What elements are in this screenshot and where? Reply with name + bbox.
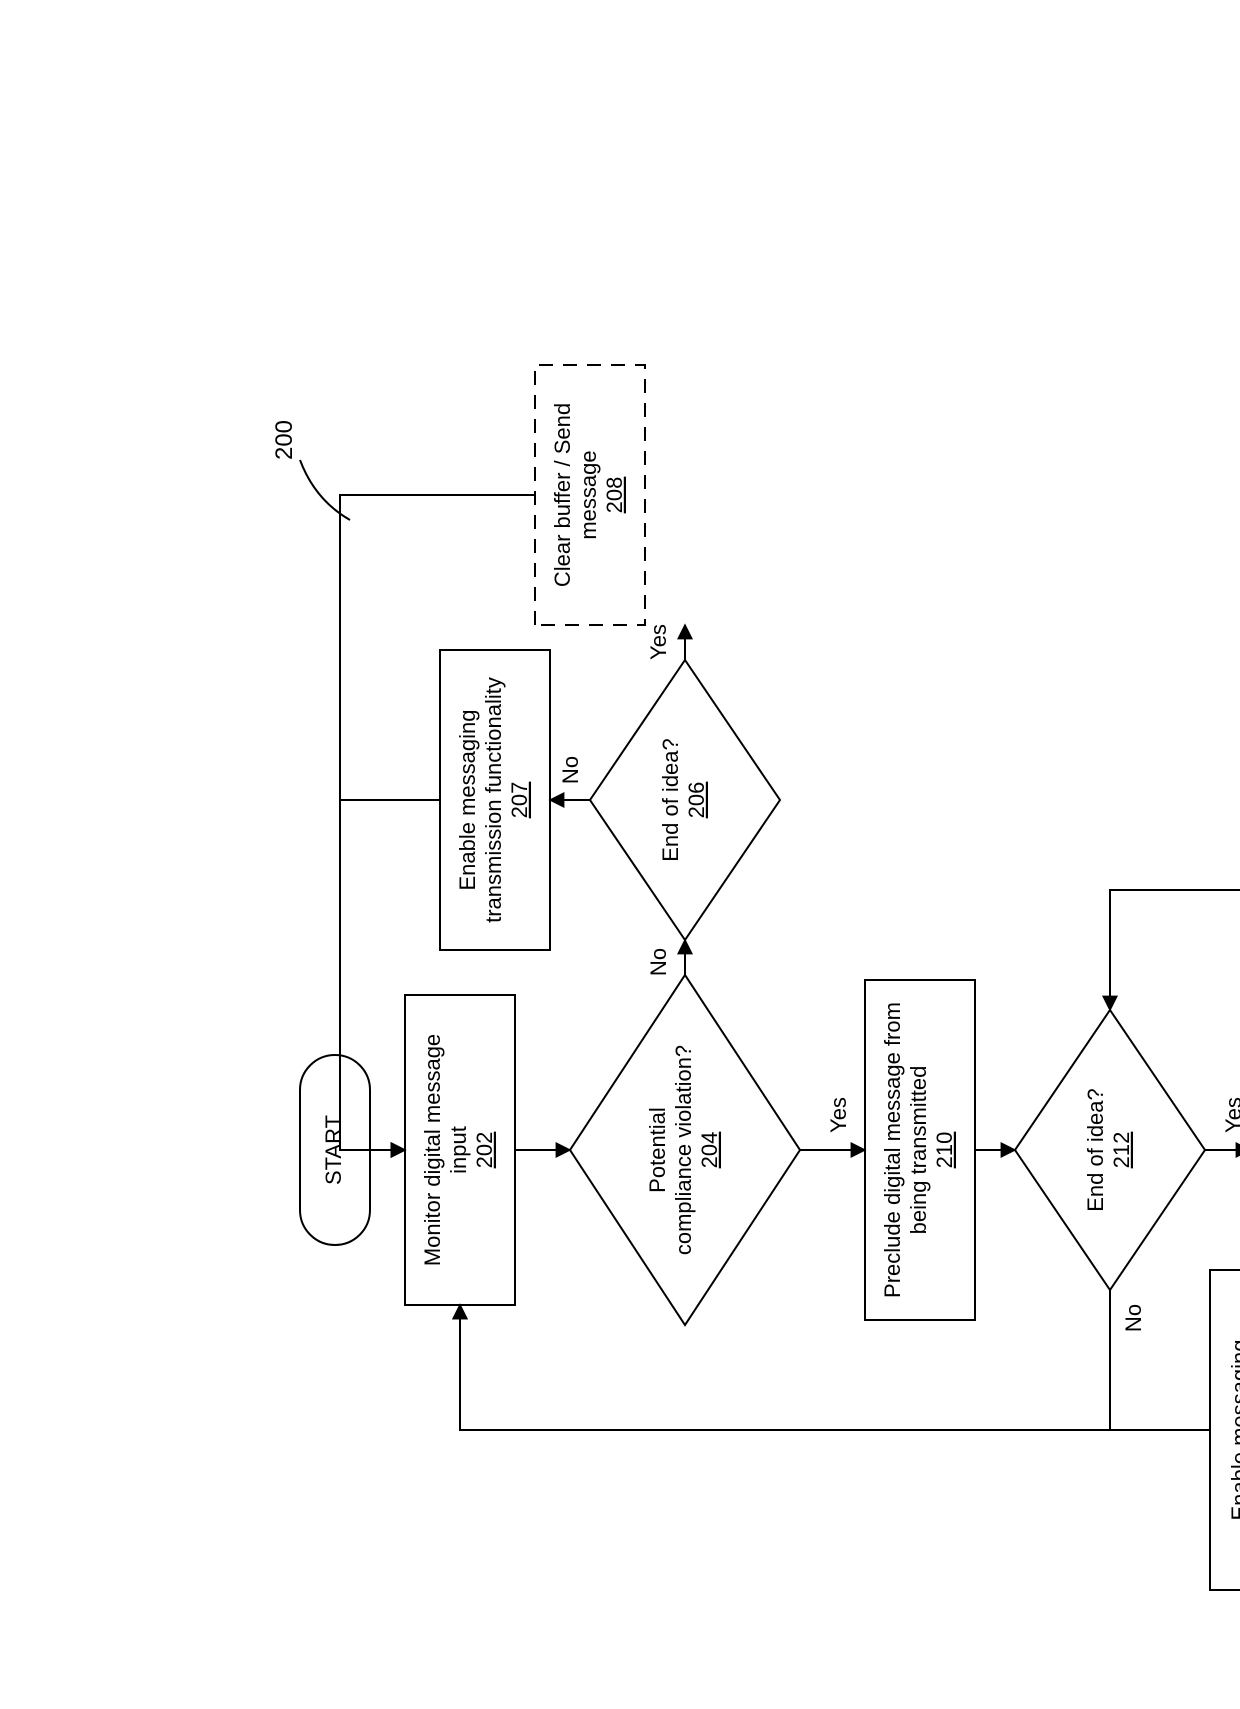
edge-13	[1110, 890, 1240, 1010]
node-n208-line-1: message	[576, 450, 601, 539]
node-n210-line-0: Preclude digital message from	[880, 1002, 905, 1298]
edge-9-label: Yes	[1221, 1097, 1240, 1133]
node-n208-line-0: Clear buffer / Send	[550, 403, 575, 587]
node-n207-line-0: Enable messaging	[455, 709, 480, 890]
node-n204-line-0: Potential	[645, 1107, 670, 1193]
node-n208-ref: 208	[602, 477, 627, 514]
edge-2-label: Yes	[826, 1097, 851, 1133]
edge-10-label: No	[1121, 1304, 1146, 1332]
node-n202-line-1: input	[446, 1126, 471, 1174]
edge-10	[460, 1290, 1110, 1430]
edge-6-label: Yes	[646, 624, 671, 660]
node-n207-line-1: transmission functionality	[481, 677, 506, 923]
node-start-line-0: START	[321, 1115, 346, 1185]
node-n202-ref: 202	[472, 1132, 497, 1169]
node-n206-line-0: End of idea?	[658, 738, 683, 862]
node-n210-ref: 210	[932, 1132, 957, 1169]
node-n212-ref: 212	[1109, 1132, 1134, 1169]
node-n210-line-1: being transmitted	[906, 1066, 931, 1235]
flowchart-canvas: YesNoNoYesYesNoYesNoSTARTMonitor digital…	[0, 0, 1240, 1709]
node-n216-line-0: Enable messaging	[1227, 1339, 1240, 1520]
node-n207-ref: 207	[507, 782, 532, 819]
node-n204-ref: 204	[697, 1132, 722, 1169]
node-n202-line-0: Monitor digital message	[420, 1034, 445, 1266]
node-n206-ref: 206	[684, 782, 709, 819]
edge-12	[460, 1305, 1210, 1430]
edge-3-label: No	[646, 948, 671, 976]
node-n212-line-0: End of idea?	[1083, 1088, 1108, 1212]
node-n204-line-1: compliance violation?	[671, 1045, 696, 1255]
edge-4-label: No	[558, 756, 583, 784]
figure-callout: 200	[271, 420, 298, 460]
figure-callout-leader	[300, 460, 350, 520]
